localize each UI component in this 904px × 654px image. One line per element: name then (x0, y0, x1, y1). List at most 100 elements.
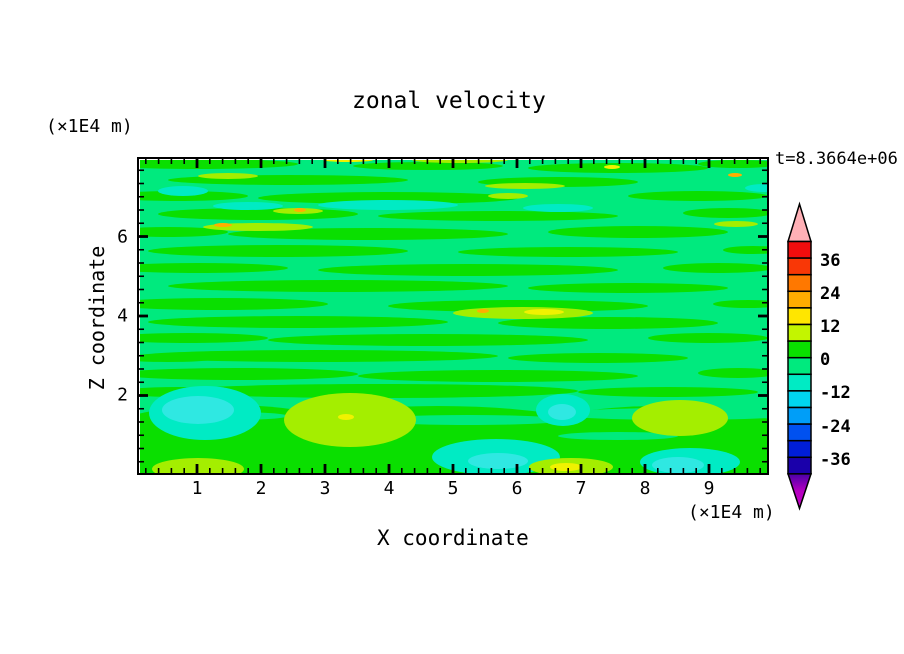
contour-blob (523, 204, 593, 212)
colorbar-label: 36 (820, 250, 841, 271)
x-tick-label: 2 (255, 478, 267, 499)
x-tick-label: 3 (319, 478, 331, 499)
colorbar-label: -24 (820, 416, 851, 437)
contour-blob (140, 368, 358, 380)
contour-blob (140, 160, 298, 169)
contour-blob (648, 333, 768, 343)
contour-blob (485, 183, 565, 189)
contour-blob (148, 316, 448, 328)
contour-blob (358, 370, 638, 382)
contour-blob (477, 309, 489, 313)
contour-blob (528, 283, 728, 293)
colorbar-segment (787, 390, 812, 409)
contour-blob (368, 415, 568, 425)
contour-blob (318, 200, 458, 210)
contour-blob (378, 211, 618, 221)
contour-blob (558, 432, 678, 440)
contour-blob (745, 184, 768, 192)
colorbar-segment (787, 456, 812, 475)
colorbar-segment (787, 257, 812, 276)
z-tick-label: 2 (117, 384, 128, 406)
z-tick-label: 4 (117, 305, 128, 327)
contour-blob (140, 227, 228, 237)
contour-blob (338, 414, 354, 420)
colorbar-over-arrow (786, 201, 813, 243)
contour-blob (628, 191, 768, 201)
colorbar-segment (787, 307, 812, 326)
contour-blob (412, 160, 508, 163)
contour-blob (713, 300, 768, 308)
contour-blob (258, 192, 518, 204)
x-tick-label: 5 (447, 478, 459, 499)
contour-blob (453, 307, 593, 319)
contour-blob (140, 298, 328, 310)
contour-blob (698, 368, 768, 378)
colorbar-label: 0 (820, 350, 831, 371)
colorbar-segment (787, 290, 812, 309)
x-tick-label: 7 (575, 478, 587, 499)
colorbar-label: -36 (820, 449, 851, 470)
contour-blob (284, 393, 416, 447)
contour-blob (148, 245, 408, 257)
contour-blob (268, 334, 588, 346)
contour-blob (140, 350, 498, 362)
contour-blob (294, 208, 306, 212)
plot-frame (137, 157, 769, 475)
x-tick-label: 8 (639, 478, 651, 499)
contour-blob (228, 228, 508, 240)
colorbar-segment (787, 439, 812, 459)
colorbar-segment (787, 373, 812, 392)
contour-blob (178, 384, 578, 398)
contour-blob (548, 404, 576, 420)
colorbar-segment (787, 323, 812, 342)
contour-blob (198, 173, 258, 179)
contour-blob (498, 317, 718, 329)
contour-blob (158, 186, 208, 196)
contour-blob (458, 247, 678, 257)
x-axis-units-label: (×1E4 m) (688, 502, 775, 523)
contour-blob (508, 353, 688, 363)
contour-blob (698, 160, 768, 168)
contour-blob (488, 193, 528, 199)
contour-blob (652, 457, 704, 473)
contour-blob (168, 280, 508, 292)
colorbar (786, 201, 813, 511)
x-axis-title: X coordinate (377, 526, 529, 550)
contour-blob (214, 223, 232, 227)
contour-blob (550, 463, 582, 471)
contour-blob (632, 400, 728, 436)
colorbar-under-arrow (786, 473, 813, 511)
z-tick-label: 6 (117, 226, 128, 247)
contour-blob (714, 221, 758, 227)
contour-blob (723, 246, 768, 254)
contour-blob (604, 165, 620, 169)
contour-blob (578, 387, 758, 397)
contour-blob (683, 208, 768, 218)
contour-blob (524, 309, 564, 315)
contour-blob (140, 263, 288, 273)
colorbar-segment (787, 273, 812, 293)
colorbar-label: -12 (820, 383, 851, 404)
contour-blob (663, 263, 768, 273)
colorbar-segment (787, 356, 812, 376)
x-tick-label: 9 (703, 478, 715, 499)
contour-blob (140, 333, 268, 343)
colorbar-label: 12 (820, 317, 841, 337)
time-label: t=8.3664e+06 (775, 149, 898, 169)
contour-field (140, 160, 768, 474)
contour-blob (388, 300, 648, 312)
contour-blob (548, 226, 728, 238)
contour-blob (323, 160, 373, 162)
colorbar-segment (787, 340, 812, 359)
colorbar-segment (787, 406, 812, 425)
colorbar-segment (787, 240, 812, 259)
colorbar-label: 24 (820, 283, 841, 304)
x-tick-label: 6 (511, 478, 523, 499)
contour-blob (213, 202, 283, 210)
contour-blob (468, 453, 528, 469)
x-tick-label: 1 (191, 478, 203, 499)
contour-blob (162, 396, 234, 424)
contour-plot (137, 157, 769, 475)
z-axis-units-label: (×1E4 m) (46, 116, 133, 137)
